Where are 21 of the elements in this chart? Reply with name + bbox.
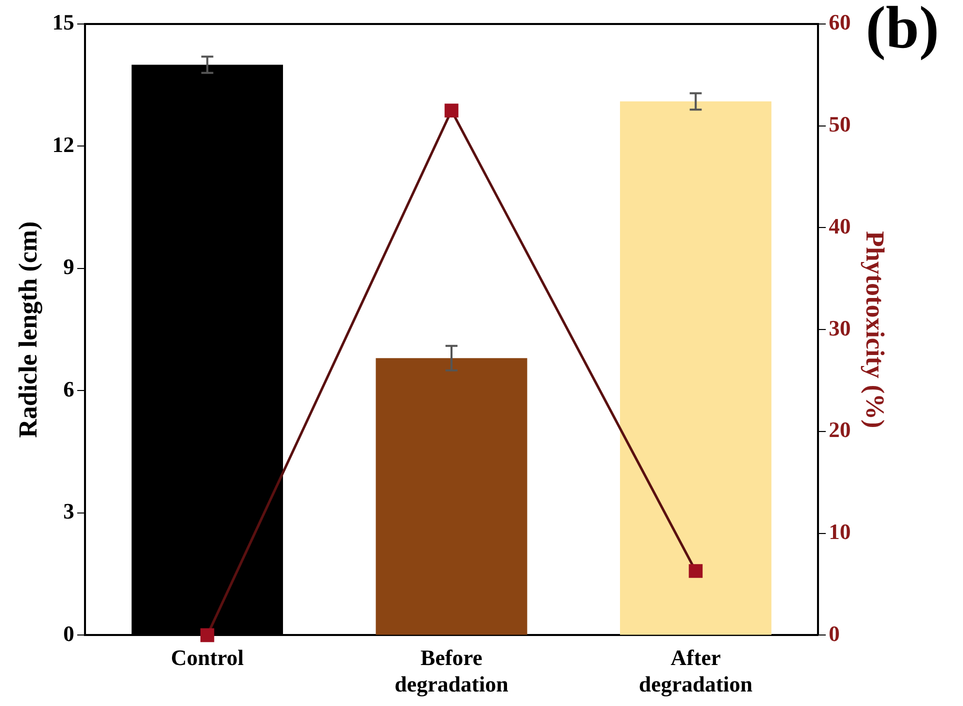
y-tick-label: 9 (63, 254, 74, 280)
y-tick-label: 3 (63, 498, 74, 524)
y2-tick-label: 60 (828, 10, 851, 35)
bar (620, 101, 772, 635)
y2-tick-label: 20 (828, 417, 851, 442)
y2-tick-label: 30 (828, 315, 851, 340)
x-tick-label: After degradation (638, 645, 753, 696)
y2-axis-title: Phytotoxicity (%) (860, 231, 890, 428)
y-tick-label: 0 (63, 620, 74, 646)
y-axis-title: Radicle length (cm) (13, 221, 42, 438)
y-tick-label: 15 (52, 10, 74, 35)
y2-tick-label: 40 (828, 213, 851, 238)
text: (b) (866, 0, 940, 60)
y2-tick-label: 50 (828, 112, 851, 137)
y2-tick-label: 0 (828, 620, 840, 646)
y-tick-label: 12 (52, 132, 74, 157)
y2-tick-label: 10 (828, 519, 851, 544)
x-tick-label: Before degradation (394, 645, 508, 696)
x-tick-label: Control (170, 645, 244, 670)
y-tick-label: 6 (63, 376, 74, 402)
bar (376, 358, 528, 635)
